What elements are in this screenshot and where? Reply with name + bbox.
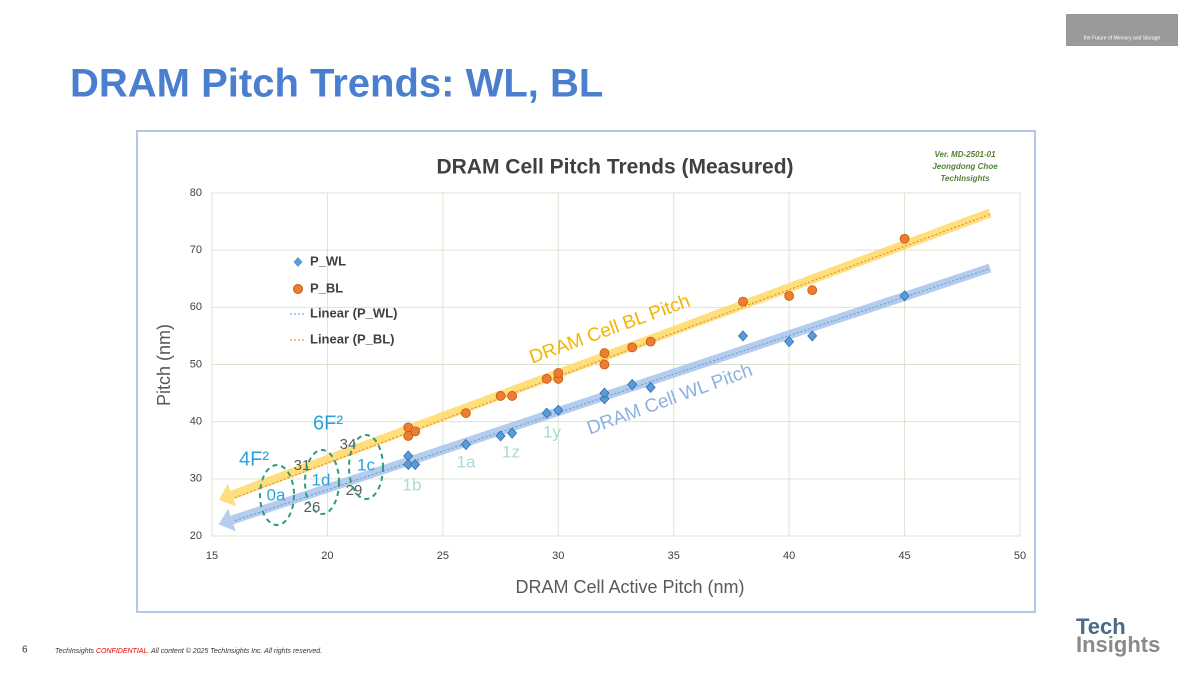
page-number: 6 [22,645,28,656]
data-point [784,336,795,348]
y-tick-label: 60 [190,301,202,313]
x-tick-label: 35 [668,550,680,562]
trend-arrow [230,208,992,500]
legend-label: Linear (P_WL) [310,305,397,320]
legend-label: Linear (P_BL) [310,331,395,346]
footer: TechInsights CONFIDENTIAL. All content ©… [55,647,322,655]
data-point [627,378,638,391]
x-tick-label: 25 [437,550,449,562]
footer-part: CONFIDENTIAL [96,648,147,655]
version-note: Jeongdong Choe [932,162,998,171]
x-tick-label: 20 [321,550,333,562]
data-point [541,373,552,384]
y-tick-label: 50 [190,358,202,370]
x-tick-label: 40 [783,550,795,562]
version-note: TechInsights [940,174,990,183]
y-tick-label: 40 [190,416,202,428]
annotation: 34 [340,436,357,453]
annotation: 1y [543,422,561,441]
node-circle [348,434,384,500]
logo-text: Tech [1076,614,1126,639]
trendline [234,268,991,522]
annotation: 31 [294,457,311,474]
trend-arrow [230,263,992,525]
data-point [410,458,421,471]
data-point [645,336,656,347]
data-point [599,393,610,405]
annotation: 1d [312,470,331,489]
y-axis-label: Pitch (nm) [154,324,174,406]
data-point [599,348,610,358]
annotation: 1z [502,442,520,461]
annotation: 26 [304,499,321,516]
data-point [403,431,414,441]
data-point [784,290,795,301]
node-circle [304,449,340,515]
footer-part: TechInsights [55,648,96,655]
slide-title: DRAM Pitch Trends: WL, BL [70,62,603,106]
footer-part: . All content © 2025 TechInsights Inc. A… [147,647,322,655]
data-point [899,233,910,244]
annotation: 1b [403,475,422,494]
data-point [507,427,518,439]
data-point [461,408,471,418]
data-point [403,458,414,471]
annotation: 0a [267,485,286,504]
y-tick-label: 30 [190,473,202,485]
y-tick-label: 80 [190,187,202,199]
data-point [495,391,506,401]
data-point [410,426,421,437]
legend-label: P_BL [310,280,343,295]
data-point [645,381,656,393]
chart-title: DRAM Cell Pitch Trends (Measured) [436,156,793,179]
data-point [738,296,748,307]
data-point [507,391,518,401]
version-note: Ver. MD-2501-01 [934,150,996,159]
legend-label: P_WL [310,253,346,268]
data-point [553,368,564,378]
data-point [737,330,749,342]
legend-marker [293,257,303,267]
data-point [460,438,471,451]
data-point [553,404,564,416]
data-point [807,330,818,342]
data-point [627,342,638,353]
trend-arrow-head [218,483,237,507]
data-point [807,285,818,296]
x-tick-label: 30 [552,550,564,562]
data-point [899,290,910,302]
annotation: 1c [357,455,375,474]
top-logo-text: the Future of Memory and Storage [1084,35,1161,41]
x-tick-label: 50 [1014,550,1026,562]
data-point [495,430,506,442]
x-axis-label: DRAM Cell Active Pitch (nm) [515,577,744,597]
data-point [541,407,552,419]
y-tick-label: 20 [190,530,202,542]
top-logo-box [1066,14,1178,46]
x-tick-label: 15 [206,550,218,562]
legend-marker [293,284,303,294]
node-circle [259,464,295,526]
annotation: 4F² [239,448,269,470]
trend-arrow-head [218,508,236,532]
y-tick-label: 70 [190,244,202,256]
data-point [599,359,610,370]
x-tick-label: 45 [898,550,910,562]
logo-text: Insights [1076,632,1160,657]
annotation: 6F² [313,412,343,434]
annotation: 1a [457,452,476,471]
data-point [599,387,610,399]
